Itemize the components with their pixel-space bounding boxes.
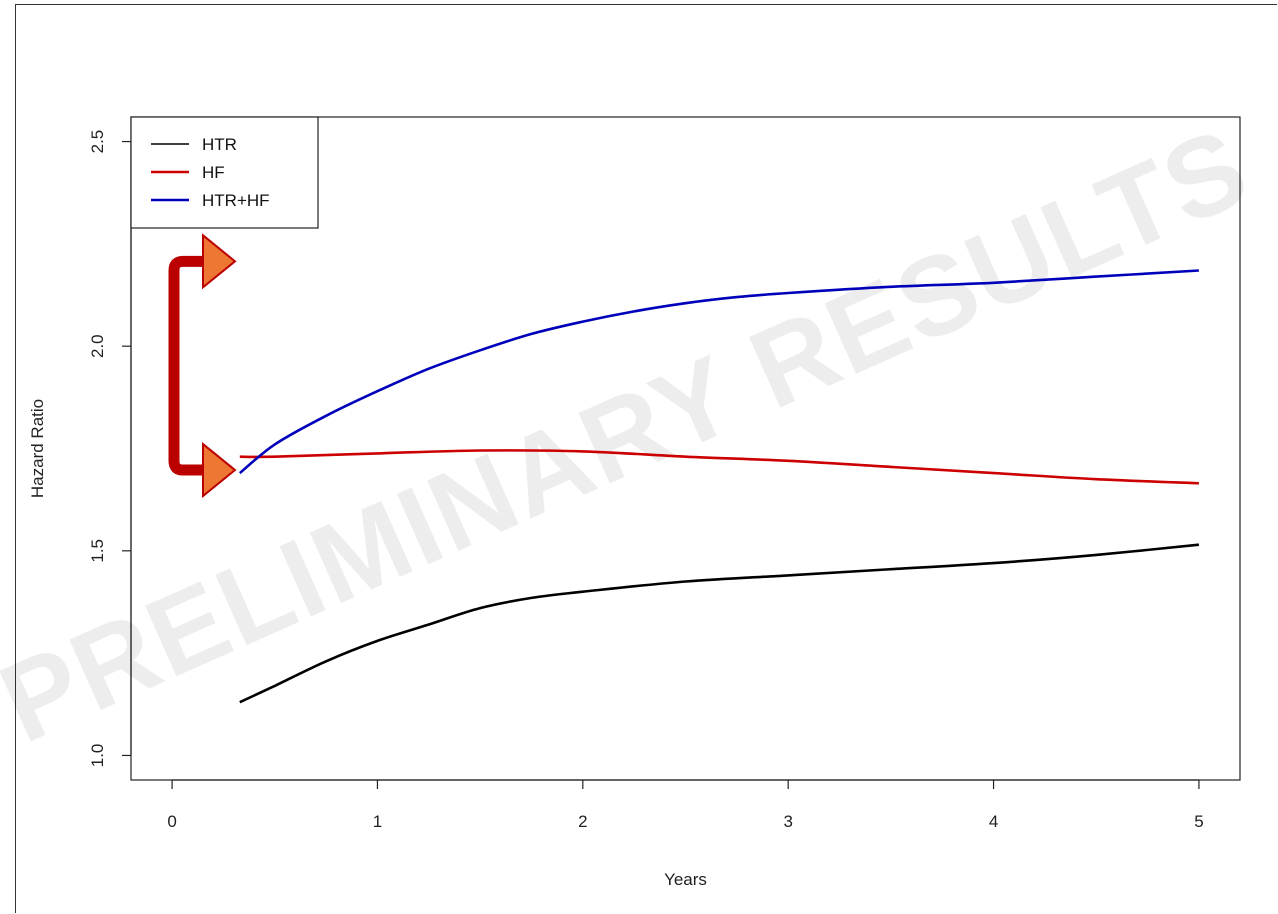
legend-label: HTR+HF (202, 191, 270, 210)
x-tick-label: 0 (167, 812, 176, 831)
series-line-hf (239, 449, 1199, 485)
y-axis-title: Hazard Ratio (28, 399, 47, 498)
bracket-annotation (168, 233, 237, 499)
bracket-line (168, 255, 205, 476)
legend: HTR HF HTR+HF (130, 116, 319, 229)
y-tick-label: 2.5 (88, 130, 107, 154)
series-line-htr-hf (238, 269, 1199, 475)
x-tick-label: 4 (989, 812, 998, 831)
x-tick-label: 1 (373, 812, 382, 831)
x-tick-label: 5 (1194, 812, 1203, 831)
arrow-head-bottom (202, 441, 237, 499)
x-axis: 0 1 2 3 4 5 (167, 779, 1204, 831)
y-axis: 1.0 1.5 2.0 2.5 (88, 130, 132, 768)
series-line-htr (239, 543, 1200, 704)
y-tick-label: 1.0 (88, 744, 107, 768)
x-tick-label: 3 (783, 812, 792, 831)
legend-label: HTR (202, 135, 237, 154)
y-tick-label: 1.5 (88, 539, 107, 563)
figure-frame (15, 4, 1277, 913)
legend-label: HF (202, 163, 225, 182)
x-tick-label: 2 (578, 812, 587, 831)
x-axis-title: Years (664, 870, 707, 889)
arrow-head-top (202, 233, 237, 290)
y-tick-label: 2.0 (88, 334, 107, 358)
series-layer (238, 269, 1200, 704)
